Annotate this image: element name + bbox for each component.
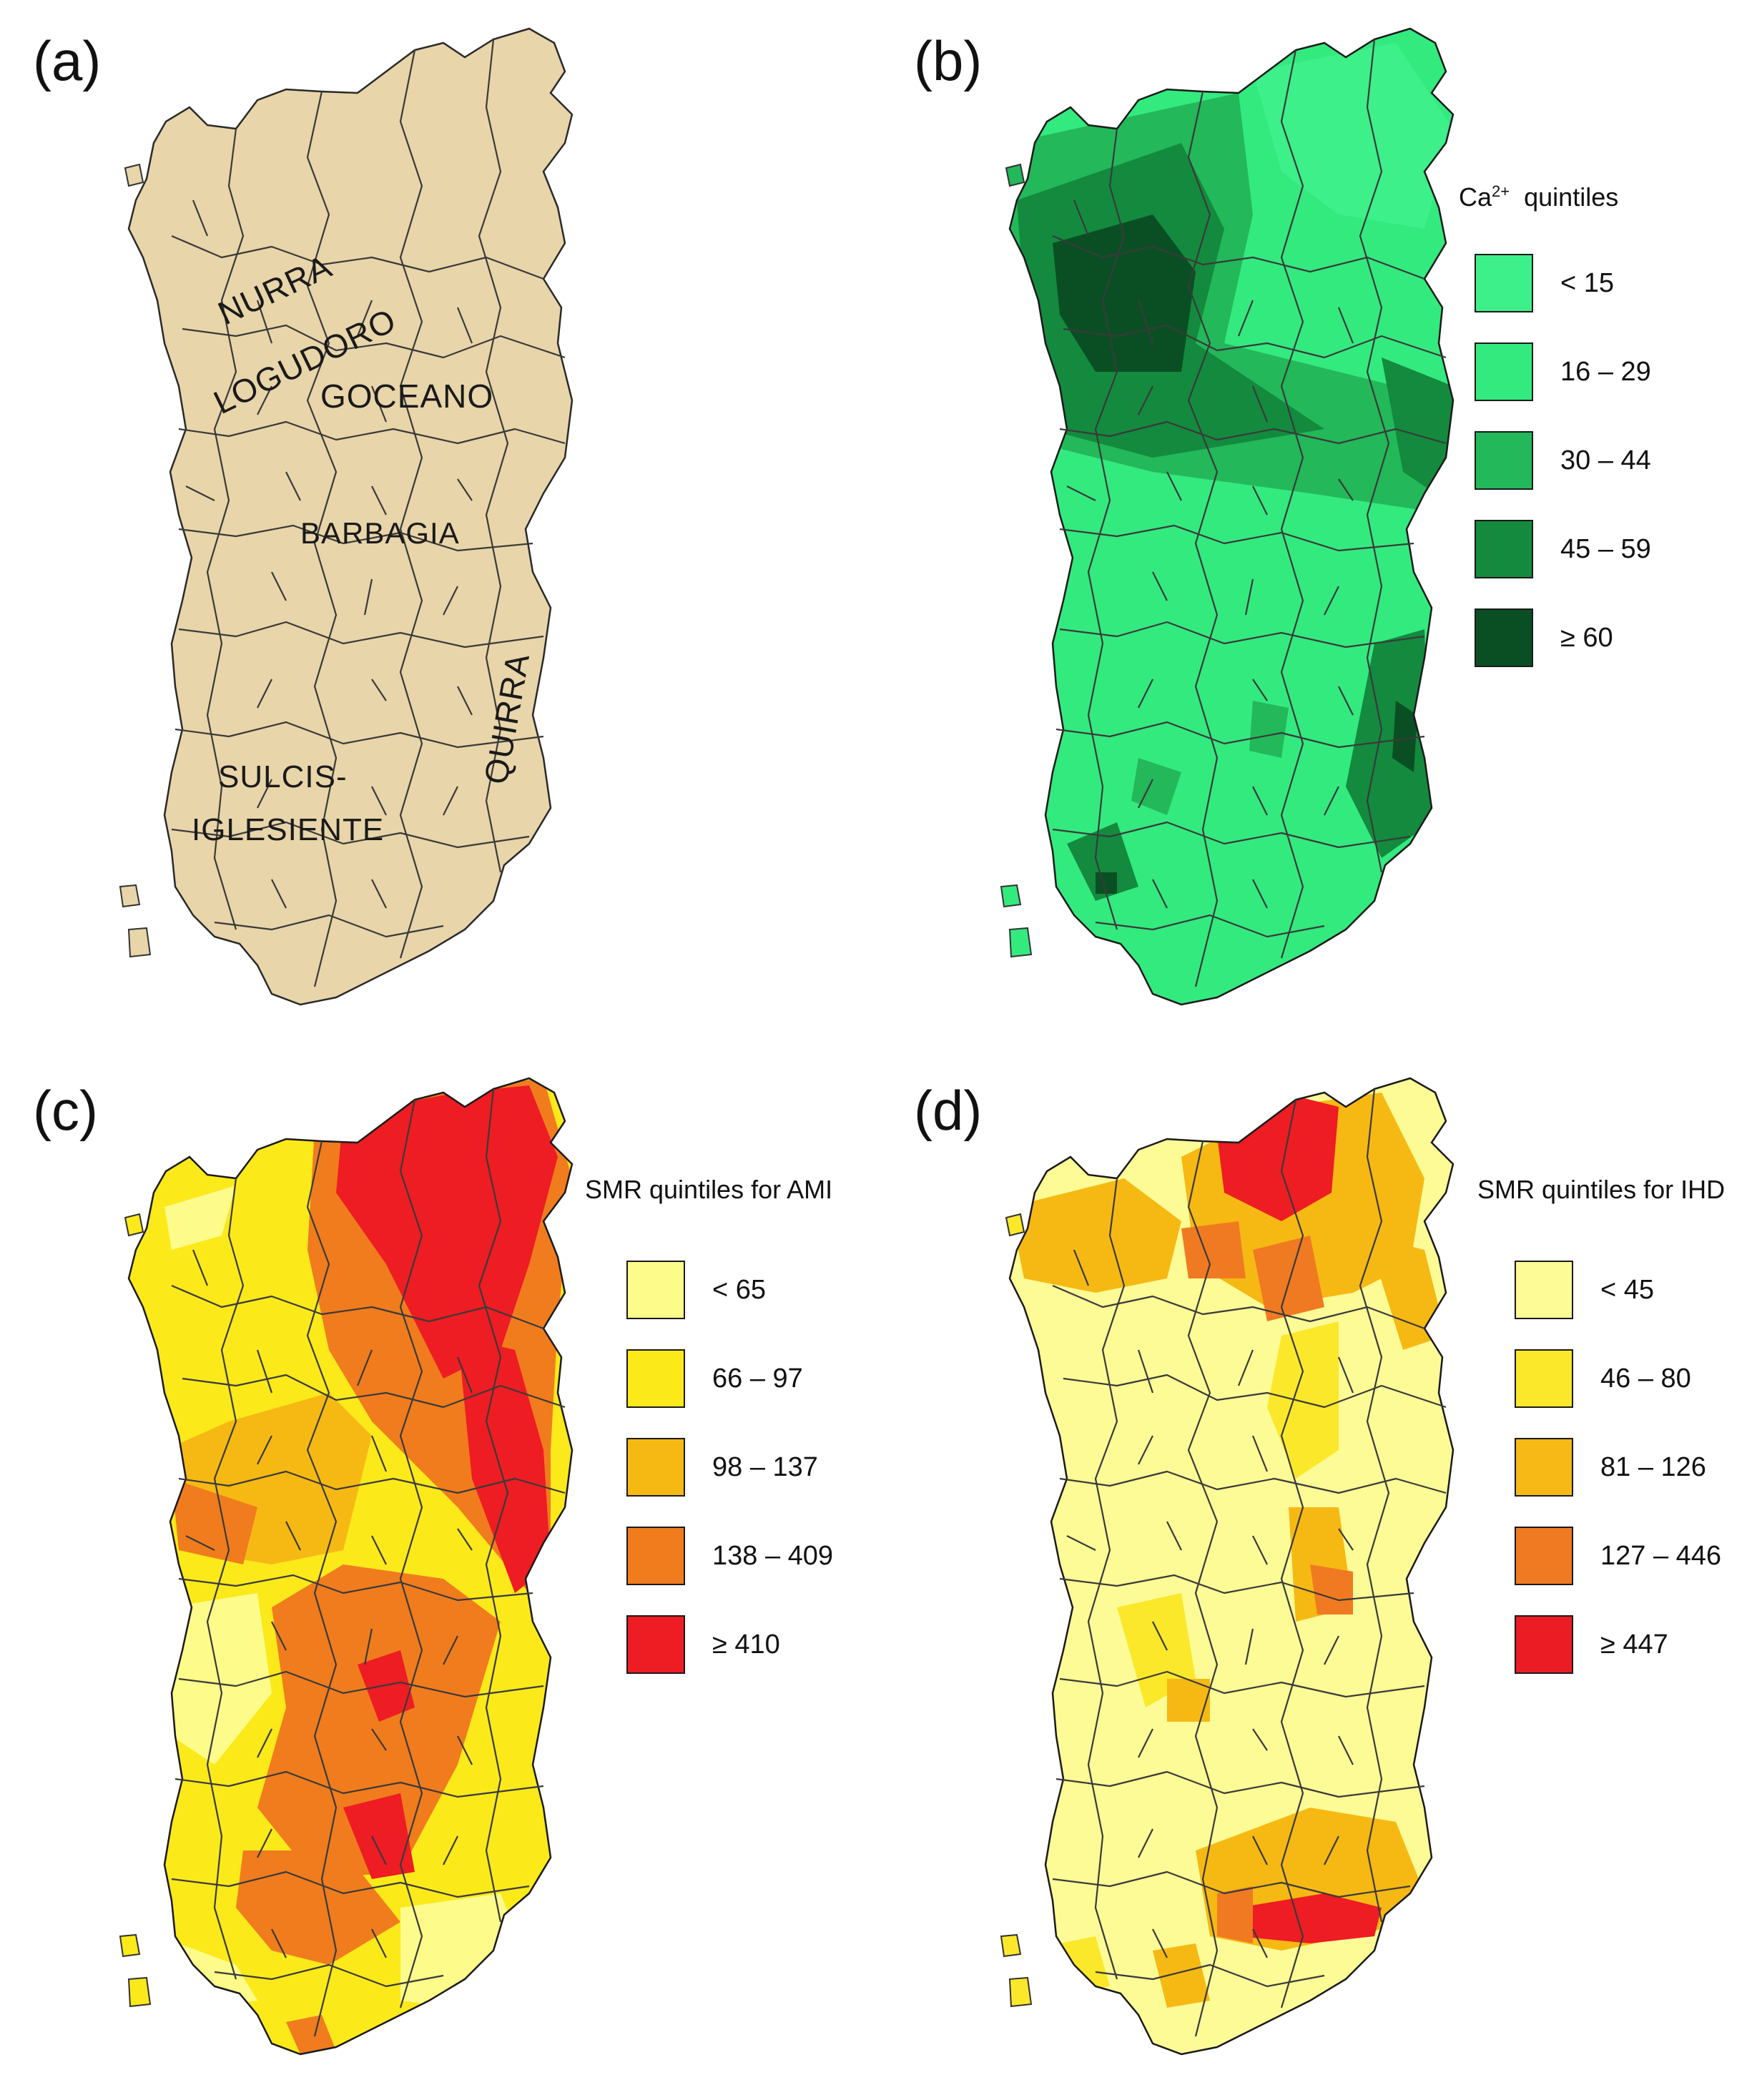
panel-d: (d) SMR quintiles for IHD [881,1050,1762,2099]
ca-legend-swatch [1475,254,1533,312]
panel-b: (b) Ca2+ quintiles < 15 16 – 29 30 – 44 45 … [881,0,1762,1050]
ami-legend-swatch [626,1527,685,1585]
ami-legend-swatch [626,1615,685,1674]
ihd-legend-label: 46 – 80 [1600,1364,1691,1394]
ihd-legend-swatch [1515,1349,1573,1408]
ca-legend-swatch [1475,520,1533,578]
ca-legend-label: 45 – 59 [1560,534,1651,564]
region-label-iglesiente: IGLESIENTE [192,812,385,847]
ami-legend-label: 98 – 137 [712,1452,818,1482]
panel-b-map [1000,27,1455,1006]
panel-d-label: (d) [914,1079,983,1142]
panel-a: (a) NURRA LOGUDORO GOCEANO BARBAGIA QUIR… [0,0,881,1050]
ami-legend-title: SMR quintiles for AMI [585,1175,833,1204]
ami-legend-swatch [626,1349,685,1408]
ca-legend-title: Ca2+ quintiles [1459,182,1619,212]
ami-legend-label: 138 – 409 [712,1541,834,1571]
panel-d-map [1000,1077,1455,2056]
panel-c-label: (c) [33,1079,98,1142]
region-label-barbagia: BARBAGIA [300,516,460,550]
ihd-legend-label: 127 – 446 [1600,1541,1722,1571]
ca-legend-label: 30 – 44 [1560,445,1651,475]
ca-legend-swatch [1475,608,1533,667]
ihd-legend-label: < 45 [1600,1275,1655,1305]
ami-legend-label: < 65 [712,1275,767,1305]
panel-c-map [119,1077,574,2056]
ca-legend-swatch [1475,342,1533,401]
ihd-legend-swatch [1515,1527,1573,1585]
ihd-legend-label: ≥ 447 [1600,1630,1668,1660]
ami-legend-label: ≥ 410 [712,1630,780,1660]
region-label-sulcis: SULCIS- [218,759,348,794]
ihd-legend-swatch [1515,1438,1573,1497]
ami-legend-swatch [626,1261,685,1319]
region-label-goceano: GOCEANO [320,378,494,415]
ami-legend-swatch [626,1438,685,1497]
ca-legend-label: < 15 [1560,268,1615,298]
panel-b-label: (b) [914,29,983,92]
ihd-legend-swatch [1515,1261,1573,1319]
ca-legend-label: ≥ 60 [1560,623,1613,653]
ami-legend-label: 66 – 97 [712,1364,803,1394]
ihd-legend-title: SMR quintiles for IHD [1477,1175,1726,1204]
panel-a-label: (a) [33,29,102,92]
panel-a-map [119,27,574,1006]
panel-c: (c) SMR quintiles for AMI < 65 6 [0,1050,881,2099]
ca-legend-swatch [1475,431,1533,490]
ca-legend-label: 16 – 29 [1560,357,1651,387]
ihd-legend-swatch [1515,1615,1573,1674]
ihd-legend-label: 81 – 126 [1600,1452,1706,1482]
